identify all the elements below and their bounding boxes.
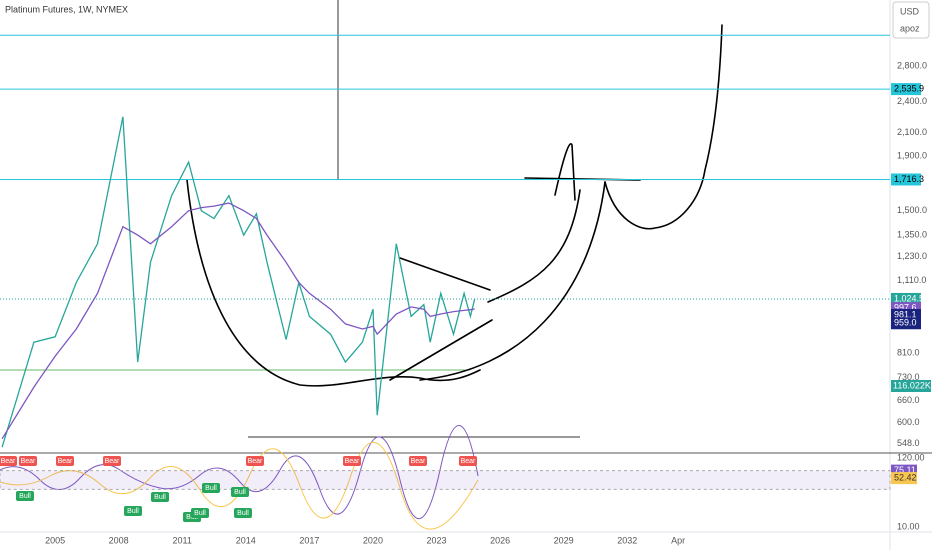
- user: apoz: [900, 23, 920, 33]
- y-tick-label: 1,500.0: [897, 205, 927, 215]
- level-label: 2,535.9: [894, 83, 924, 93]
- signal-badge: [103, 456, 121, 466]
- y-tick-label: 2,100.0: [897, 127, 927, 137]
- signal-label: Bear: [58, 458, 73, 465]
- x-tick-label: 2020: [363, 535, 383, 545]
- level-label: 1,716.3: [894, 174, 924, 184]
- x-tick-label: 2014: [236, 535, 256, 545]
- handle-curve: [604, 24, 723, 230]
- signal-badge: [343, 456, 361, 466]
- osc-badge-label: 75.11: [894, 465, 916, 475]
- price-line: [1, 202, 475, 440]
- signal-label: Bull: [127, 508, 139, 515]
- y-tick-label: 1,900.0: [897, 150, 927, 160]
- y-tick-label: 810.0: [897, 348, 920, 358]
- price-badge-label: 997.6: [894, 302, 917, 312]
- signal-badge: [56, 456, 74, 466]
- cup-drawing: [186, 179, 481, 387]
- x-tick-label: 2011: [173, 535, 192, 545]
- signal-label: Bear: [105, 458, 120, 465]
- price-badge-label: 1,024.5: [894, 293, 924, 303]
- volume-label: 116.022K: [893, 380, 931, 390]
- signal-badge: [234, 508, 252, 518]
- osc-badge: [891, 472, 917, 485]
- x-tick-label: 2029: [554, 535, 574, 545]
- volume-badge: [891, 380, 931, 392]
- projection-drawing: [419, 181, 606, 381]
- price-badge-label: 959.0: [894, 318, 917, 328]
- y-tick-label: 660.0: [897, 395, 920, 405]
- signal-label: Bear: [411, 458, 426, 465]
- signal-badge: [19, 456, 37, 466]
- signal-badge: [151, 492, 169, 502]
- signal-badge: [0, 456, 17, 466]
- y-tick-label: 730.0: [897, 372, 920, 382]
- signal-label: Bull: [154, 494, 166, 501]
- signal-label: Bear: [345, 458, 360, 465]
- signal-label: Bear: [248, 458, 263, 465]
- y-tick-label: 600.0: [897, 417, 920, 427]
- signal-badge: [202, 483, 220, 493]
- y-tick-label: 1,350.0: [897, 229, 927, 239]
- x-tick-label: 2026: [490, 535, 510, 545]
- y-tick-label: 2,800.0: [897, 61, 927, 71]
- signal-label: Bear: [21, 458, 36, 465]
- triangle-drawing: [389, 257, 493, 381]
- price-badge: [891, 292, 921, 305]
- signal-badge: [124, 506, 142, 516]
- x-tick-label: Apr: [671, 535, 685, 545]
- price-line: [1, 116, 476, 448]
- currency: USD: [900, 6, 920, 16]
- signal-badge: [246, 456, 264, 466]
- signal-label: Bear: [1, 458, 16, 465]
- y-tick-label: 1,230.0: [897, 251, 927, 261]
- signal-badge: [231, 487, 249, 497]
- signal-badge: [459, 456, 477, 466]
- signal-badge: [191, 508, 209, 518]
- x-tick-label: 2005: [45, 535, 65, 545]
- x-tick-label: 2008: [109, 535, 129, 545]
- x-tick-label: 2032: [617, 535, 637, 545]
- signal-label: Bear: [461, 458, 476, 465]
- y-tick-label: 2,400.0: [897, 96, 927, 106]
- chart-title: Platinum Futures, 1W, NYMEX: [5, 4, 128, 14]
- level-badge: [891, 173, 921, 186]
- oscillator-band: [0, 470, 891, 490]
- y-tick-label: 1,110.0: [897, 275, 926, 285]
- signal-badge: [16, 491, 34, 501]
- osc-tick-label: 10.00: [897, 521, 920, 531]
- osc-tick-label: 120.00: [897, 453, 925, 463]
- price-badge: [891, 317, 921, 330]
- oscillator-signal: [0, 442, 479, 530]
- signal-label: Bull: [19, 493, 31, 500]
- y-tick-label: 548.0: [897, 438, 920, 448]
- signal-label: Bull: [205, 485, 217, 492]
- signal-label: Bull: [237, 510, 249, 517]
- signal-label: Bull: [234, 489, 246, 496]
- signal-badge: [409, 456, 427, 466]
- oscillator-line: [0, 425, 479, 519]
- level-badge: [891, 83, 921, 96]
- osc-badge-label: 52.42: [894, 473, 917, 483]
- price-badge-label: 981.1: [894, 309, 917, 319]
- x-tick-label: 2017: [299, 535, 319, 545]
- x-tick-label: 2023: [427, 535, 447, 545]
- currency-box[interactable]: [892, 1, 930, 39]
- signal-label: Bull: [194, 510, 206, 517]
